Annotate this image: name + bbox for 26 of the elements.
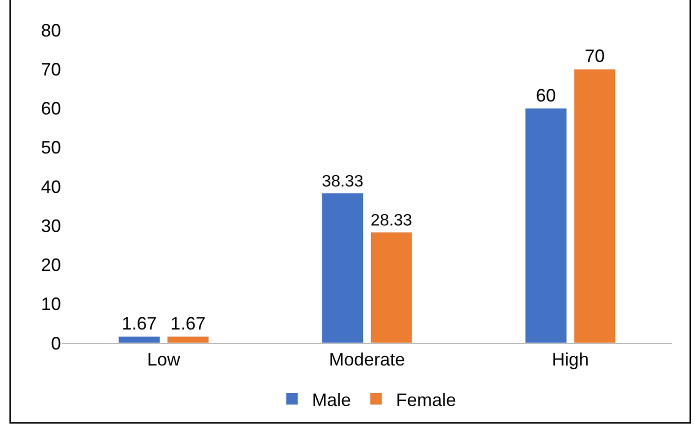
y-tick-label: 60	[40, 98, 61, 119]
y-tick-label: 70	[40, 59, 61, 80]
data-label: 70	[584, 46, 605, 66]
x-tick-label: Moderate	[328, 350, 406, 370]
legend-label: Female	[396, 390, 456, 410]
bar	[118, 336, 160, 343]
y-tick-label: 10	[40, 294, 61, 314]
bar	[370, 232, 412, 343]
bar	[524, 108, 567, 343]
legend-label: Male	[312, 390, 352, 410]
data-label: 38.33	[322, 171, 364, 190]
y-tick-label: 80	[40, 20, 61, 40]
data-label: 1.67	[170, 313, 206, 334]
data-label: 1.67	[122, 313, 157, 334]
data-label: 28.33	[370, 210, 412, 230]
bar	[574, 68, 616, 343]
x-tick-label: Low	[147, 350, 182, 370]
bar	[167, 336, 210, 343]
y-tick-label: 50	[40, 138, 61, 158]
y-tick-label: 30	[40, 216, 61, 236]
y-tick-label: 0	[50, 333, 61, 354]
x-tick-label: High	[552, 350, 589, 370]
y-tick-label: 20	[40, 255, 61, 276]
y-tick-label: 40	[40, 176, 61, 197]
bar	[322, 192, 364, 343]
data-label: 60	[536, 85, 556, 106]
